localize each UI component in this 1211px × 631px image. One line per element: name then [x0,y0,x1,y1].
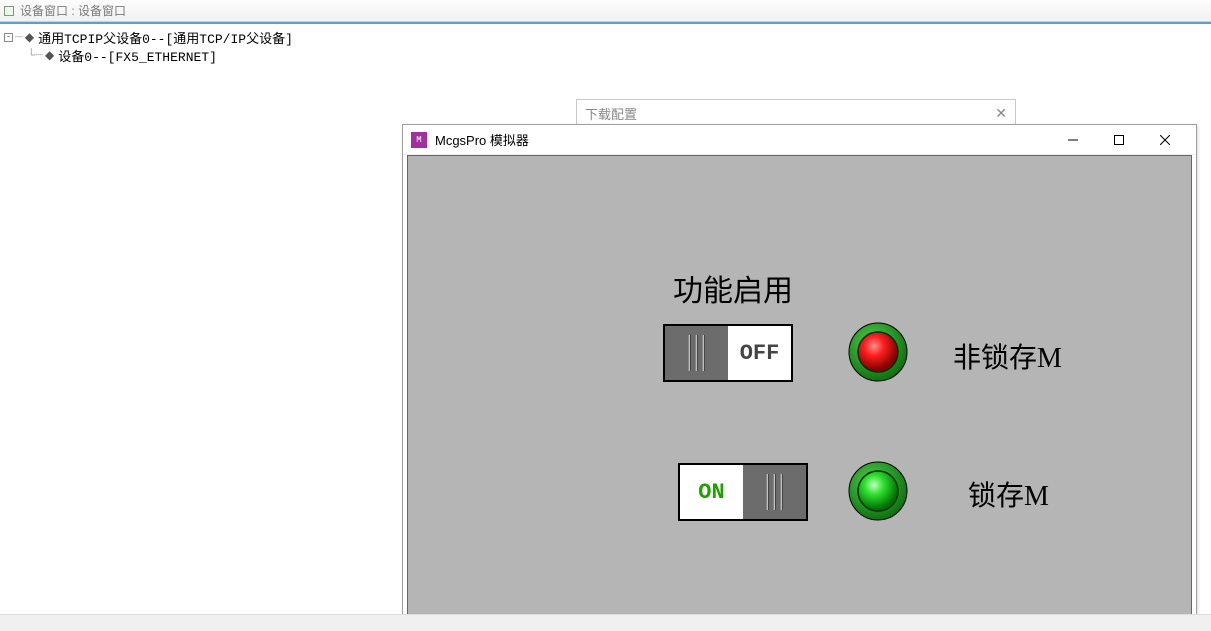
window-icon [4,6,14,16]
device-icon: ◆ [45,48,54,63]
device-window: 设备窗口 : 设备窗口 -┈◆通用TCPIP父设备0--[通用TCP/IP父设备… [0,0,1211,631]
lamp-latched-label: 锁存M [968,474,1049,514]
toggle-off-label: OFF [728,326,791,380]
lamp-nonlatched-label: 非锁存M [953,336,1062,376]
download-config-dialog: 下载配置 ✕ [576,99,1016,127]
section-title: 功能启用 [673,266,793,310]
simulator-title: McgsPro 模拟器 [435,130,529,149]
toggle-latched[interactable]: ON [678,463,808,521]
tree-child-row[interactable]: └┈◆设备0--[FX5_ETHERNET] [4,46,293,64]
tree-root-row[interactable]: -┈◆通用TCPIP父设备0--[通用TCP/IP父设备] [4,28,293,46]
close-button[interactable] [1142,125,1188,155]
minimize-button[interactable] [1050,125,1096,155]
outer-body: -┈◆通用TCPIP父设备0--[通用TCP/IP父设备] └┈◆设备0--[F… [0,22,1211,631]
toggle-thumb [743,465,806,519]
lamp-nonlatched [848,322,908,382]
close-icon [1160,135,1170,145]
toggle-nonlatched[interactable]: OFF [663,324,793,382]
tree-root-label: 通用TCPIP父设备0--[通用TCP/IP父设备] [38,28,293,47]
expand-icon[interactable]: - [4,33,13,42]
toggle-on-label: ON [680,465,743,519]
close-icon[interactable]: ✕ [995,105,1007,122]
device-tree[interactable]: -┈◆通用TCPIP父设备0--[通用TCP/IP父设备] └┈◆设备0--[F… [4,28,293,64]
maximize-icon [1114,135,1124,145]
simulator-body: 功能启用 OFF [407,155,1192,631]
outer-title: 设备窗口 : 设备窗口 [20,2,126,19]
lamp-latched [848,461,908,521]
horizontal-scrollbar[interactable] [0,614,1211,631]
app-icon: M [411,132,427,148]
tree-child-label: 设备0--[FX5_ETHERNET] [58,46,217,65]
outer-titlebar[interactable]: 设备窗口 : 设备窗口 [0,0,1211,22]
maximize-button[interactable] [1096,125,1142,155]
simulator-window: M McgsPro 模拟器 功能启用 [402,124,1197,631]
simulator-titlebar[interactable]: M McgsPro 模拟器 [403,125,1196,155]
minimize-icon [1068,135,1078,145]
download-config-title: 下载配置 [585,104,637,123]
toggle-thumb [665,326,728,380]
device-icon: ◆ [25,30,34,45]
